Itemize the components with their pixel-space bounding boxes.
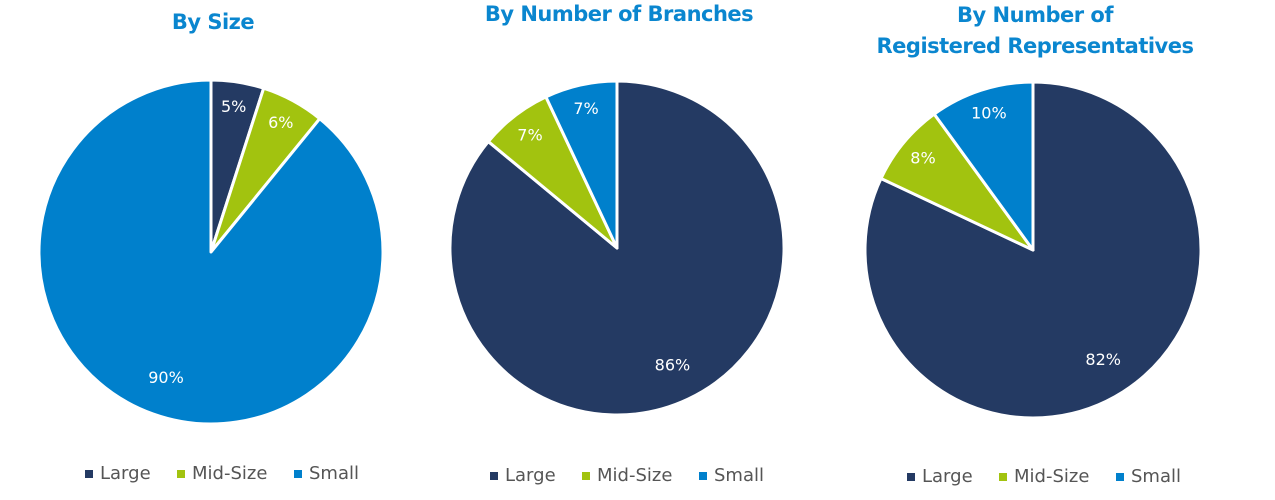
- legend-swatch: [999, 473, 1007, 481]
- pie-slice-large: [863, 80, 1203, 420]
- legend-swatch: [1116, 473, 1124, 481]
- legend-swatch: [294, 470, 302, 478]
- data-label: 86%: [655, 355, 691, 374]
- legend-swatch: [699, 472, 707, 480]
- legend-swatch: [907, 473, 915, 481]
- pie-slice-small: [932, 80, 1035, 252]
- legend-label: Small: [1131, 466, 1181, 487]
- chart-title: By Size: [172, 10, 255, 34]
- pie-chart-2: By Number of Branches 86% 7% 7% Large Mid-Siz…: [448, 2, 786, 486]
- legend-swatch: [582, 472, 590, 480]
- pie-chart-1: By Size 5% 6% 90% Large Mid-Size Small: [37, 10, 385, 484]
- legend-swatch: [85, 470, 93, 478]
- legend-label: Small: [714, 465, 764, 486]
- legend-swatch: [490, 472, 498, 480]
- data-label: 5%: [221, 97, 246, 116]
- data-label: 10%: [971, 104, 1007, 123]
- data-label: 7%: [573, 99, 598, 118]
- data-label: 7%: [517, 125, 542, 144]
- legend-label: Mid-Size: [597, 465, 672, 486]
- legend-label: Mid-Size: [192, 463, 267, 484]
- data-label: 82%: [1085, 350, 1121, 369]
- data-label: 6%: [268, 113, 293, 132]
- chart-title: Registered Representatives: [877, 34, 1194, 58]
- chart-title: By Number of Branches: [485, 2, 753, 26]
- data-label: 8%: [910, 148, 935, 167]
- legend-label: Small: [309, 463, 359, 484]
- legend-swatch: [177, 470, 185, 478]
- chart-title: By Number of: [957, 3, 1114, 27]
- pie-slice-small: [37, 78, 385, 426]
- legend-label: Large: [505, 465, 556, 486]
- pie-slice-small: [544, 79, 619, 250]
- data-label: 90%: [148, 368, 184, 387]
- pie-chart-3: By Number of Registered Representatives 82…: [863, 3, 1203, 487]
- legend-label: Mid-Size: [1014, 466, 1089, 487]
- legend-label: Large: [922, 466, 973, 487]
- legend-label: Large: [100, 463, 151, 484]
